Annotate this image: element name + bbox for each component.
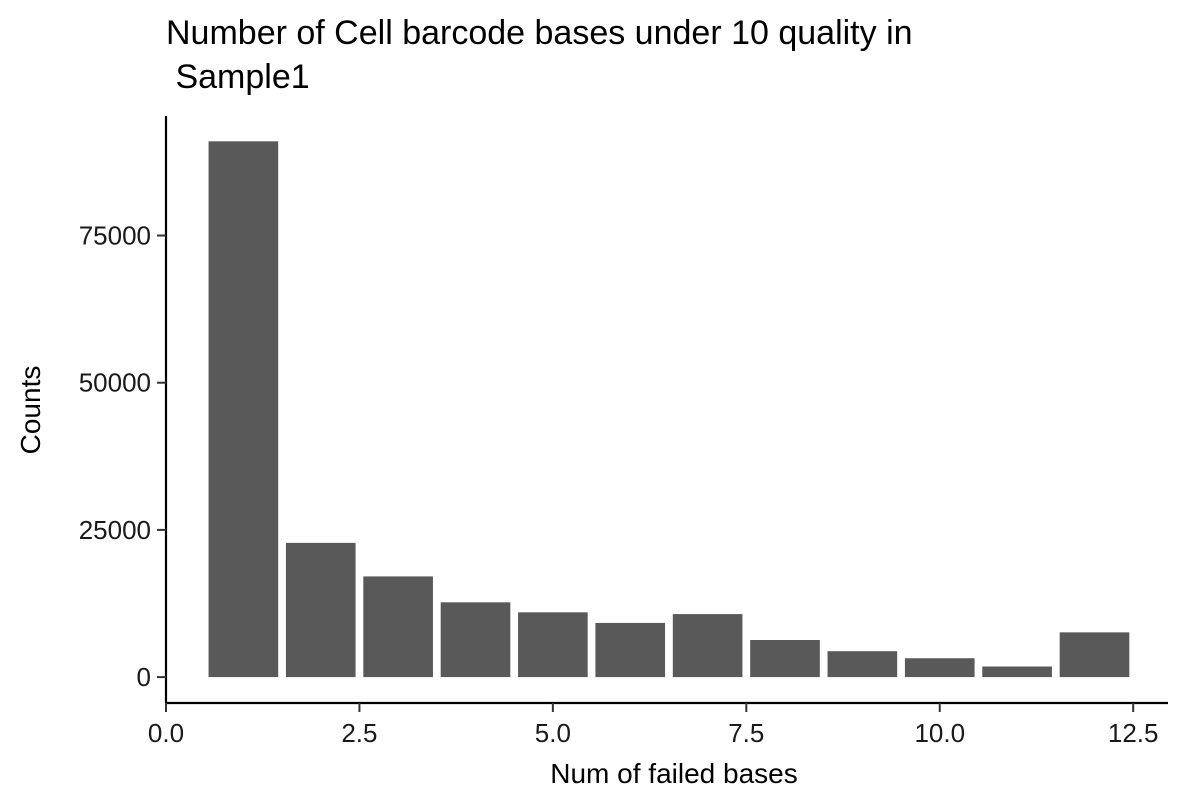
bar-12 [1059,632,1130,678]
chart-title-line-1: Number of Cell barcode bases under 10 qu… [166,14,913,52]
y-axis-title: Counts [15,366,46,455]
x-ticks-group: 0.0 2.5 5.0 7.5 10.0 12.5 [148,703,1159,748]
bar-8 [750,640,820,678]
y-ticks-group: 0 25000 50000 75000 [79,221,166,692]
bar-2 [285,542,356,678]
chart-title-line-2: Sample1 [166,58,310,96]
x-tick-label-1: 2.5 [341,718,377,748]
x-axis-title: Num of failed bases [550,758,797,789]
bar-9 [827,651,898,678]
x-tick-label-4: 10.0 [914,718,965,748]
x-tick-label-5: 12.5 [1108,718,1159,748]
bar-3 [363,576,433,678]
bar-10 [904,658,975,678]
bar-1 [208,141,279,678]
y-tick-label-0: 0 [137,662,151,692]
bar-11 [982,666,1052,678]
x-tick-label-3: 7.5 [728,718,764,748]
y-tick-label-2: 50000 [79,368,151,398]
bar-7 [672,614,743,678]
bar-5 [518,612,588,678]
bar-6 [595,622,666,678]
y-tick-label-3: 75000 [79,221,151,251]
bars-group [208,141,1130,678]
x-tick-label-2: 5.0 [535,718,571,748]
x-tick-label-0: 0.0 [148,718,184,748]
bar-4 [440,602,511,678]
y-tick-label-1: 25000 [79,515,151,545]
